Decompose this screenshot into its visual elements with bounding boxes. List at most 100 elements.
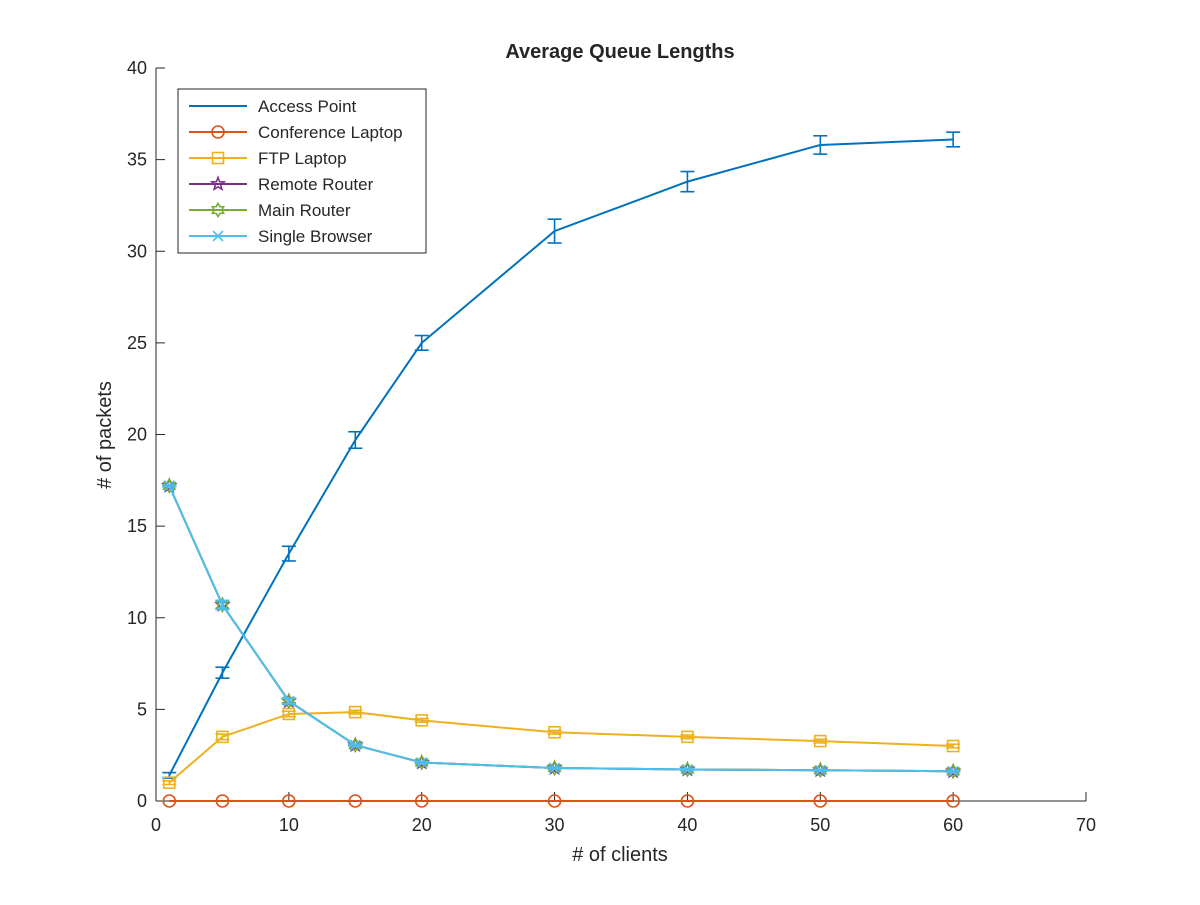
error-bar xyxy=(946,131,961,148)
data-point xyxy=(813,734,827,748)
y-tick-label: 35 xyxy=(127,150,147,170)
x-tick-label: 30 xyxy=(545,815,565,835)
y-tick-label: 40 xyxy=(127,58,147,78)
legend-marker xyxy=(209,175,227,192)
error-bar xyxy=(162,780,177,786)
data-point xyxy=(946,763,961,780)
error-bar xyxy=(348,709,363,715)
legend: Access Point Conference Laptop FTP Laptop R… xyxy=(177,88,427,254)
x-axis-label: # of clients xyxy=(572,844,668,866)
x-tick-label: 0 xyxy=(151,815,161,835)
data-point xyxy=(216,599,228,611)
error-bar xyxy=(215,733,230,741)
error-bar xyxy=(547,218,562,244)
data-point xyxy=(680,794,695,808)
legend-label: FTP Laptop xyxy=(258,149,347,168)
marker-stroke xyxy=(349,739,361,751)
y-tick-label: 30 xyxy=(127,241,147,261)
legend-marker xyxy=(211,201,225,219)
y-tick-label: 0 xyxy=(137,791,147,811)
legend-item: Main Router xyxy=(189,201,351,220)
error-bar xyxy=(281,710,296,718)
data-point xyxy=(415,714,429,727)
legend-box xyxy=(177,88,427,254)
data-point xyxy=(348,705,362,719)
data-point xyxy=(547,759,562,777)
data-point xyxy=(215,794,230,808)
series-line xyxy=(168,711,954,784)
data-point xyxy=(348,794,363,808)
legend-label: Main Router xyxy=(258,201,351,220)
x-tick-label: 20 xyxy=(412,815,432,835)
data-point xyxy=(946,739,960,753)
data-point xyxy=(681,730,694,744)
legend-label: Access Point xyxy=(258,97,357,116)
legend-item: Remote Router xyxy=(189,175,374,194)
data-point xyxy=(163,480,175,492)
data-point xyxy=(162,794,177,808)
data-point xyxy=(282,794,296,808)
y-axis-label: # of packets xyxy=(94,381,116,489)
series-ftp-laptop xyxy=(162,705,961,789)
error-bar xyxy=(348,430,363,450)
data-point xyxy=(548,725,561,739)
x-tick-label: 10 xyxy=(279,815,299,835)
chart-title: Average Queue Lengths xyxy=(505,41,734,63)
data-point xyxy=(813,762,828,779)
data-point xyxy=(947,765,959,777)
legend-marker xyxy=(211,125,225,139)
y-tick-label: 25 xyxy=(127,333,147,353)
x-tick-label: 60 xyxy=(943,815,963,835)
series-line xyxy=(168,485,954,773)
error-bar xyxy=(414,717,429,724)
marker-stroke xyxy=(212,230,224,242)
error-bar xyxy=(547,729,562,735)
error-bar xyxy=(813,135,828,155)
error-bar xyxy=(680,170,695,193)
y-tick-label: 15 xyxy=(127,516,147,536)
data-point xyxy=(216,730,229,744)
legend-marker xyxy=(212,230,224,242)
legend-label: Single Browser xyxy=(258,227,373,246)
error-bar xyxy=(281,545,296,562)
plot-area xyxy=(161,131,962,808)
series-access-point xyxy=(162,131,961,779)
data-point xyxy=(162,477,177,494)
error-bar xyxy=(215,666,230,680)
data-point xyxy=(215,596,230,613)
marker-stroke xyxy=(416,756,428,769)
marker-stroke xyxy=(216,599,228,611)
data-point xyxy=(283,695,295,707)
error-bar xyxy=(414,334,429,352)
series-line xyxy=(168,485,954,773)
legend-item: Access Point xyxy=(189,97,357,116)
marker-stroke xyxy=(681,763,693,776)
legend-item: Single Browser xyxy=(189,227,373,246)
data-point xyxy=(681,763,693,776)
y-tick-label: 20 xyxy=(127,425,147,445)
error-bar xyxy=(813,738,828,744)
data-point xyxy=(680,761,695,778)
marker-stroke xyxy=(947,765,959,777)
data-point xyxy=(162,776,176,789)
legend-label: Conference Laptop xyxy=(258,123,403,142)
legend-item: FTP Laptop xyxy=(189,149,347,168)
x-tick-label: 50 xyxy=(810,815,830,835)
y-tick-label: 5 xyxy=(137,699,147,719)
marker-stroke xyxy=(283,695,295,707)
data-point xyxy=(416,756,428,769)
x-tick-label: 70 xyxy=(1076,815,1096,835)
data-point xyxy=(414,754,429,771)
marker-stroke xyxy=(163,480,175,492)
series-line xyxy=(168,485,954,773)
error-bar xyxy=(680,734,695,740)
legend-label: Remote Router xyxy=(258,175,374,194)
x-tick-label: 40 xyxy=(677,815,697,835)
data-point xyxy=(813,794,828,808)
data-point xyxy=(549,762,561,774)
data-point xyxy=(414,794,429,808)
series-conference-laptop xyxy=(162,794,960,808)
marker-stroke xyxy=(814,764,826,776)
